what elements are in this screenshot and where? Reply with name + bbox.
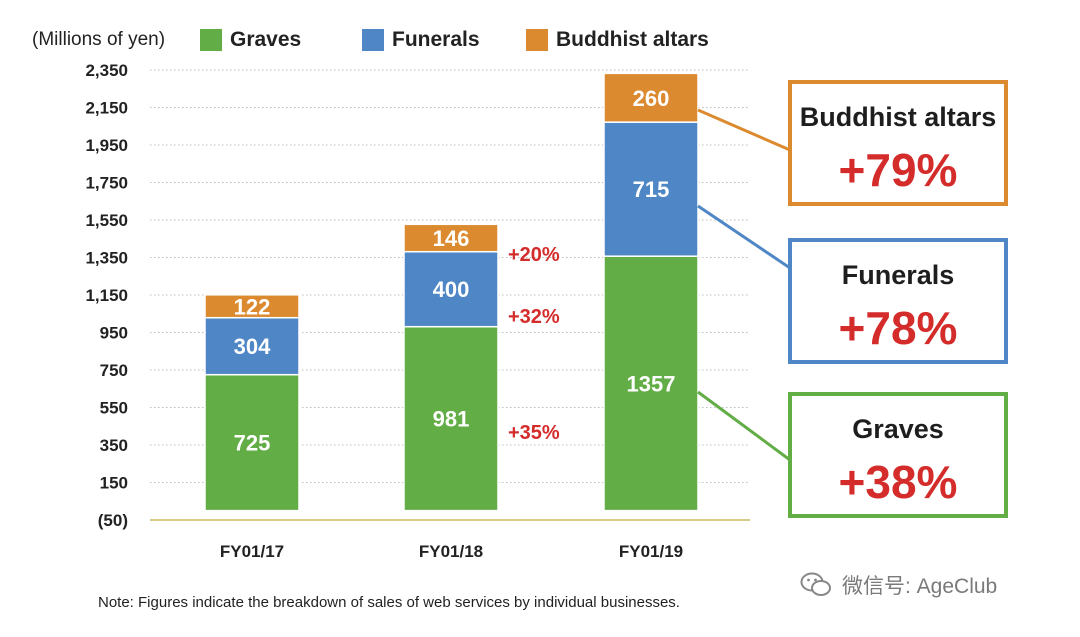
y-tick-label: 1,750 [85, 174, 128, 193]
legend-label-funerals: Funerals [392, 28, 480, 51]
callout-value-funerals: +78% [838, 302, 958, 354]
growth-label-graves: +35% [508, 422, 560, 444]
y-tick-label: 2,350 [85, 61, 128, 80]
growth-label-funerals: +32% [508, 306, 560, 328]
data-label: 260 [633, 86, 670, 111]
unit-label: (Millions of yen) [32, 29, 166, 50]
y-tick-label: 1,350 [85, 249, 128, 268]
connector-buddhist-altars [697, 108, 791, 152]
legend-swatch-graves [200, 29, 222, 51]
y-tick-label: 950 [100, 324, 128, 343]
bar-graves-1 [403, 325, 499, 512]
legend-label-graves: Graves [230, 28, 302, 51]
watermark-text: 微信号: AgeClub [842, 575, 998, 598]
bar-graves-2 [603, 255, 699, 512]
y-tick-label: 1,150 [85, 286, 128, 305]
x-tick-label: FY01/19 [619, 542, 683, 561]
callout-funerals: Funerals +78% [788, 238, 1008, 364]
y-tick-label: 550 [100, 399, 128, 418]
y-tick-label: 150 [100, 474, 128, 493]
y-tick-label: 1,950 [85, 136, 128, 155]
legend-label-buddhist-altars: Buddhist altars [556, 28, 709, 51]
y-tick-label: 750 [100, 361, 128, 380]
growth-label-buddhist-altars: +20% [508, 244, 560, 266]
y-tick-label: (50) [98, 511, 128, 530]
bar-buddhist-altars-2 [603, 72, 699, 123]
footnote: Note: Figures indicate the breakdown of … [98, 594, 680, 611]
legend-swatch-buddhist-altars [526, 29, 548, 51]
bar-graves-0 [204, 373, 300, 512]
data-label: 146 [433, 226, 470, 251]
callout-title-funerals: Funerals [841, 260, 955, 290]
legend-funerals: Funerals [362, 26, 480, 54]
legend-buddhist-altars: Buddhist altars [526, 26, 709, 54]
wechat-icon [800, 572, 831, 596]
data-label: 304 [234, 334, 271, 359]
callout-buddhist-altars: Buddhist altars +79% [788, 80, 1008, 206]
legend-swatch-funerals [362, 29, 384, 51]
callout-title-graves: Graves [852, 414, 944, 444]
watermark: 微信号: AgeClub [800, 570, 997, 600]
callout-graves: Graves +38% [788, 392, 1008, 518]
data-label: 400 [433, 277, 470, 302]
legend-graves: Graves [200, 26, 301, 54]
x-tick-label: FY01/18 [419, 542, 483, 561]
bar-buddhist-altars-0 [204, 294, 300, 319]
legend-unit: (Millions of yen) [32, 26, 165, 54]
connector-graves [697, 390, 791, 462]
y-tick-label: 1,550 [85, 211, 128, 230]
data-label: 715 [633, 177, 670, 202]
callout-value-graves: +38% [838, 456, 958, 508]
data-label: 725 [234, 431, 271, 456]
data-label: 1357 [627, 371, 676, 396]
callout-value-buddhist-altars: +79% [838, 144, 958, 196]
bar-buddhist-altars-1 [403, 223, 499, 253]
x-tick-label: FY01/17 [220, 542, 284, 561]
y-tick-label: 350 [100, 436, 128, 455]
data-label: 981 [433, 407, 470, 432]
y-tick-label: 2,150 [85, 99, 128, 118]
data-label: 122 [234, 294, 271, 319]
connector-funerals [697, 204, 791, 270]
callout-title-buddhist-altars: Buddhist altars [799, 102, 997, 132]
